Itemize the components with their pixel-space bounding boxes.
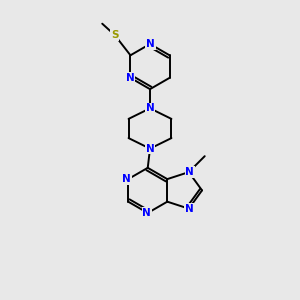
Text: N: N bbox=[185, 167, 194, 177]
Text: N: N bbox=[185, 204, 194, 214]
Text: N: N bbox=[142, 208, 151, 218]
Text: N: N bbox=[146, 103, 154, 113]
Text: N: N bbox=[126, 73, 134, 83]
Text: N: N bbox=[146, 144, 154, 154]
Text: N: N bbox=[146, 39, 155, 49]
Text: N: N bbox=[122, 174, 131, 184]
Text: S: S bbox=[111, 30, 118, 40]
